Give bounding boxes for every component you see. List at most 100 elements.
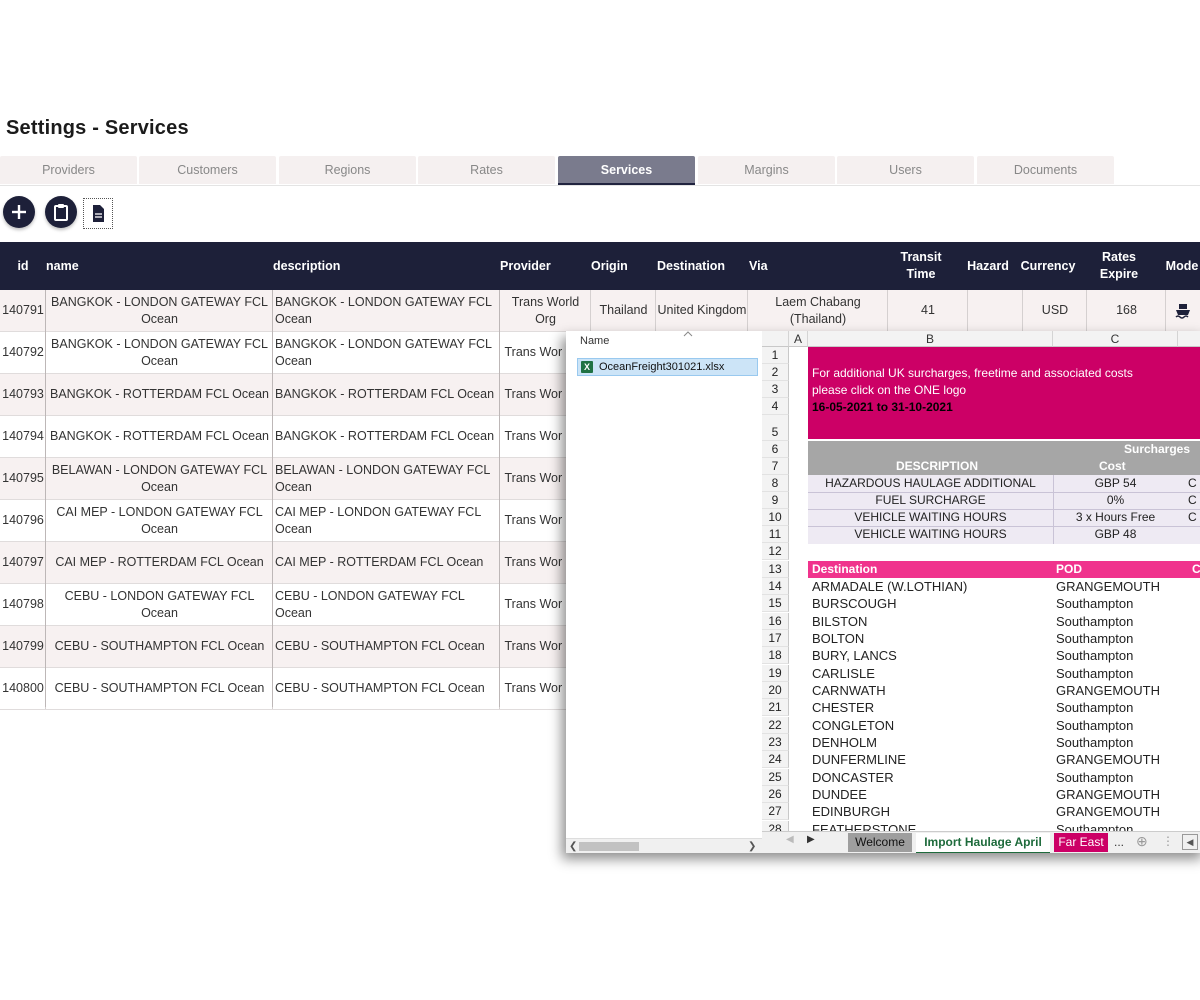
row-number[interactable]: 14 — [762, 578, 789, 596]
row-number[interactable]: 7 — [762, 458, 789, 476]
tab-regions[interactable]: Regions — [279, 156, 416, 184]
row-number[interactable]: 22 — [762, 717, 789, 735]
row-number[interactable]: 16 — [762, 613, 789, 631]
file-name: OceanFreight301021.xlsx — [599, 361, 725, 373]
column-header-b[interactable]: B — [808, 331, 1053, 347]
col-description-header[interactable]: description — [273, 258, 341, 273]
surcharges-header-bar — [808, 458, 1200, 475]
row-number[interactable]: 19 — [762, 665, 789, 683]
sheet-tab-import-haulage-april[interactable]: Import Haulage April — [916, 833, 1050, 853]
sheet-prev-icon[interactable]: ◀ — [786, 834, 794, 845]
col-currency-header[interactable]: Currency — [1020, 258, 1076, 273]
column-header-next[interactable] — [1178, 331, 1200, 347]
row-number[interactable]: 25 — [762, 769, 789, 787]
destination-cell: CHESTER — [812, 700, 875, 715]
file-explorer-pane: Name X OceanFreight301021.xlsx ❮ ❯ — [566, 331, 763, 853]
cell-id: 140791 — [2, 303, 44, 317]
row-divider — [808, 492, 1200, 493]
col-transit-header[interactable]: Transit Time — [900, 250, 942, 281]
sheet-tab-more[interactable]: ... — [1113, 835, 1124, 849]
tab-providers[interactable]: Providers — [0, 156, 137, 184]
row-number[interactable]: 9 — [762, 492, 789, 510]
row-number[interactable]: 26 — [762, 786, 789, 804]
col-name-header[interactable]: name — [46, 258, 79, 273]
col-mode-header[interactable]: Mode — [1165, 258, 1199, 273]
sheet-tab-bar: ◀ ▶ Welcome Import Haulage April Far Eas… — [762, 831, 1200, 853]
row-number[interactable]: 11 — [762, 526, 789, 544]
destination-cell: DUNDEE — [812, 787, 867, 802]
surcharge-extra: C — [1188, 510, 1197, 524]
col-destination-header[interactable]: Destination — [657, 258, 726, 273]
col-provider-header[interactable]: Provider — [500, 258, 551, 273]
row-number[interactable]: 27 — [762, 803, 789, 821]
row-number[interactable]: 10 — [762, 509, 789, 527]
destination-cell: ARMADALE (W.LOTHIAN) — [812, 579, 968, 594]
select-all-corner[interactable] — [762, 331, 789, 347]
row-number[interactable]: 1 — [762, 347, 789, 365]
row-number[interactable]: 17 — [762, 630, 789, 648]
sheet-tab-welcome[interactable]: Welcome — [848, 833, 912, 852]
banner-line-2: please click on the ONE logo — [812, 383, 967, 397]
document-button[interactable] — [83, 198, 113, 229]
tab-rates[interactable]: Rates — [418, 156, 555, 184]
add-sheet-icon[interactable]: ⊕ — [1136, 833, 1148, 849]
cell-id: 140795 — [2, 471, 44, 485]
row-number[interactable]: 20 — [762, 682, 789, 700]
row-number[interactable]: 4 — [762, 398, 789, 416]
cell-description: CEBU - SOUTHAMPTON FCL Ocean — [272, 626, 500, 667]
scroll-tabs-left-icon[interactable]: ◀ — [1182, 834, 1198, 850]
cell-description: BANGKOK - LONDON GATEWAY FCL Ocean — [272, 290, 500, 331]
ship-icon — [1175, 303, 1190, 319]
add-button[interactable] — [3, 196, 35, 228]
col-id-header[interactable]: id — [17, 258, 29, 273]
horizontal-scrollbar[interactable]: ❮ ❯ — [566, 838, 762, 853]
scroll-left-icon[interactable]: ❮ — [569, 841, 578, 852]
name-column-header[interactable]: Name — [580, 335, 610, 347]
row-number[interactable]: 6 — [762, 441, 789, 459]
cell-transit: 41 — [887, 290, 968, 331]
clipboard-button[interactable] — [45, 196, 77, 228]
row-number[interactable]: 23 — [762, 734, 789, 752]
row-number[interactable]: 12 — [762, 543, 789, 561]
col-origin-header[interactable]: Origin — [591, 258, 628, 273]
cell-description: CEBU - LONDON GATEWAY FCL Ocean — [272, 584, 500, 625]
dest-extra-header: C — [1192, 562, 1200, 576]
row-number[interactable]: 15 — [762, 595, 789, 613]
tab-users[interactable]: Users — [837, 156, 974, 184]
row-number[interactable]: 5 — [762, 415, 789, 441]
row-number[interactable]: 13 — [762, 561, 789, 579]
table-row[interactable]: 140791 BANGKOK - LONDON GATEWAY FCL Ocea… — [0, 290, 1200, 332]
scrollbar-thumb[interactable] — [579, 842, 639, 851]
row-number[interactable]: 3 — [762, 381, 789, 399]
promo-banner[interactable] — [808, 347, 1200, 439]
col-expire-header[interactable]: Rates Expire — [1099, 250, 1139, 281]
col-via-header[interactable]: Via — [749, 258, 768, 273]
scroll-right-icon[interactable]: ❯ — [748, 841, 757, 852]
row-number[interactable]: 8 — [762, 475, 789, 493]
cell-name: CAI MEP - LONDON GATEWAY FCL Ocean — [45, 500, 273, 541]
file-list-item[interactable]: X OceanFreight301021.xlsx — [577, 358, 758, 376]
cell-id: 140800 — [2, 681, 44, 695]
destination-header-bar — [808, 561, 1200, 578]
sheet-next-icon[interactable]: ▶ — [807, 834, 815, 845]
column-header-a[interactable]: A — [789, 331, 808, 347]
column-header-c[interactable]: C — [1053, 331, 1178, 347]
tab-documents[interactable]: Documents — [977, 156, 1114, 184]
col-hazard-header[interactable]: Hazard — [967, 258, 1009, 273]
cell-id: 140797 — [2, 555, 44, 569]
column-separator — [272, 290, 273, 707]
row-number[interactable]: 18 — [762, 647, 789, 665]
sheet-tab-far-east[interactable]: Far East — [1054, 833, 1108, 852]
tab-services[interactable]: Services — [558, 156, 695, 185]
row-divider — [808, 509, 1200, 510]
row-number[interactable]: 21 — [762, 699, 789, 717]
tab-margins[interactable]: Margins — [698, 156, 835, 184]
tab-customers[interactable]: Customers — [139, 156, 276, 184]
surcharges-description-header: DESCRIPTION — [896, 459, 979, 473]
row-number[interactable]: 24 — [762, 751, 789, 769]
cell-currency: USD — [1022, 290, 1087, 331]
destination-cell: BILSTON — [812, 614, 868, 629]
document-icon — [93, 205, 104, 222]
row-number[interactable]: 2 — [762, 364, 789, 382]
more-options-icon[interactable]: ⋮ — [1162, 834, 1174, 848]
